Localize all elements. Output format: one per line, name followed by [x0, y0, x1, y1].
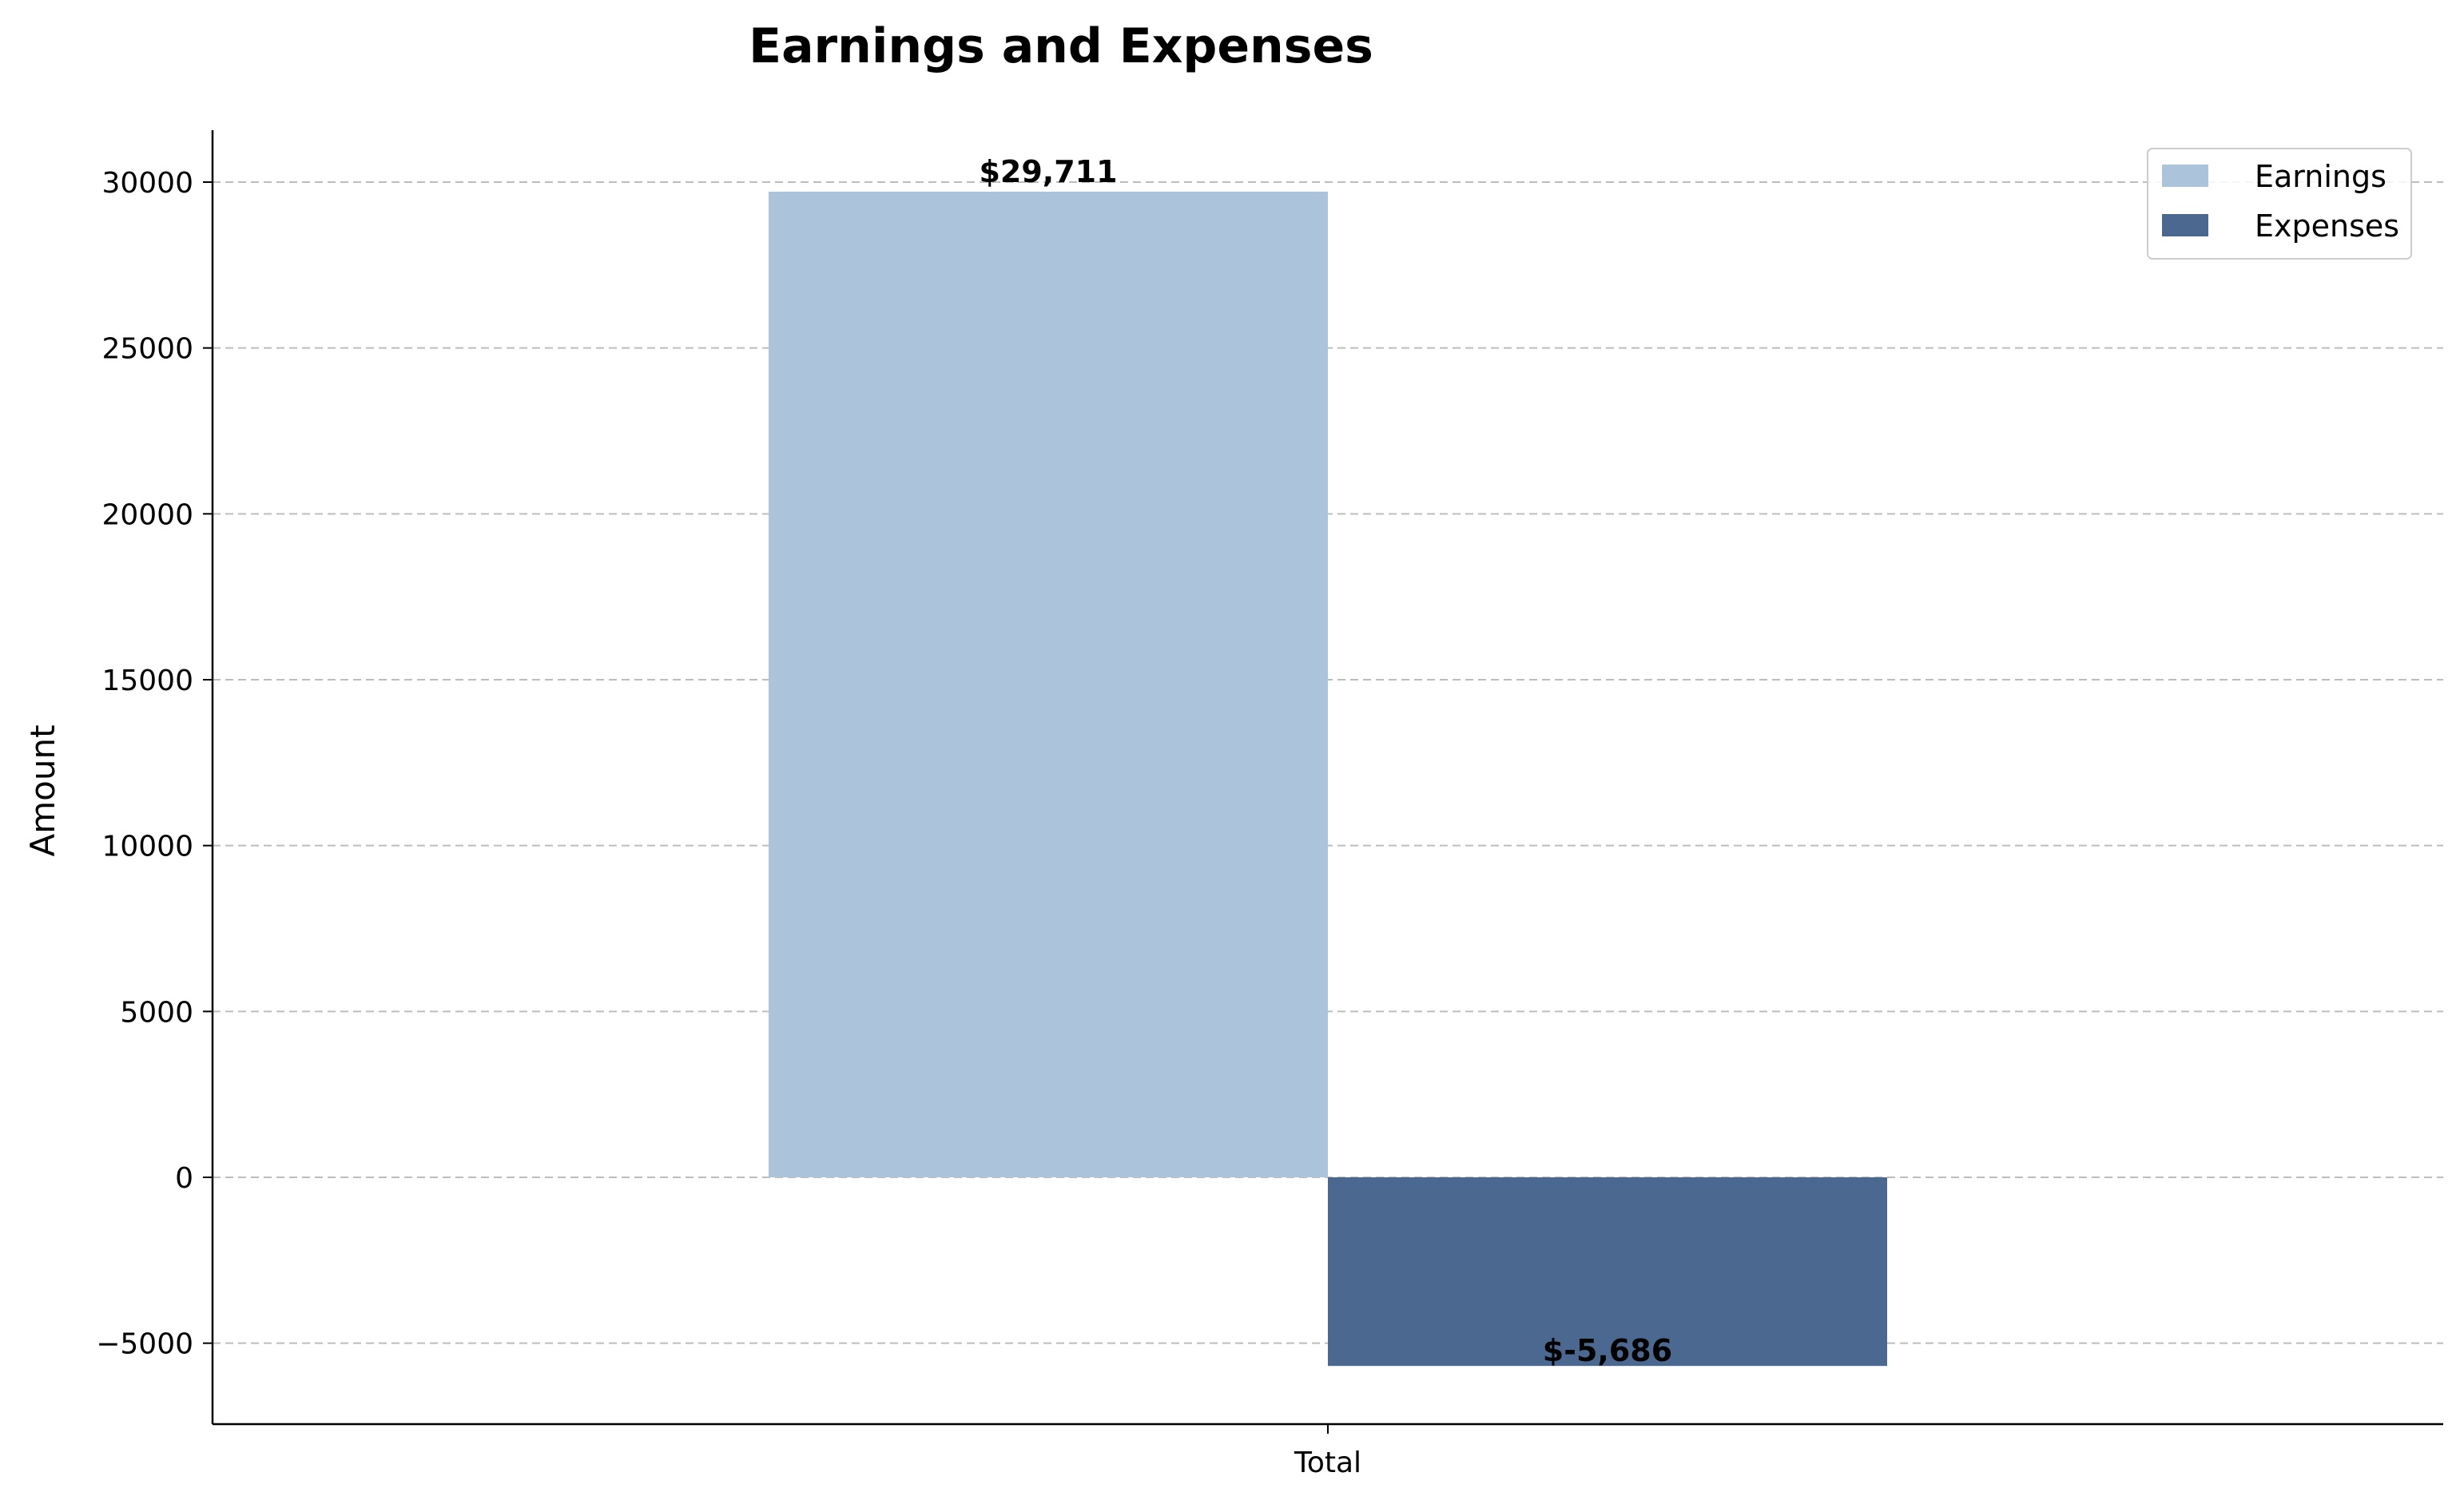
y-tick-label: −5000 — [96, 1328, 193, 1361]
data-label-earnings: $29,711 — [979, 154, 1117, 189]
legend-swatch-expenses — [2162, 214, 2208, 236]
legend: Earnings Expenses — [2147, 148, 2412, 260]
bar-earnings — [769, 192, 1328, 1177]
axes: −5000 0 5000 10000 15000 20000 25000 30000 Total — [96, 130, 2443, 1479]
y-tick-label: 25000 — [101, 333, 193, 366]
y-tick-label: 0 — [175, 1162, 193, 1195]
x-tick-label: Total — [1294, 1446, 1361, 1479]
y-tick-label: 10000 — [101, 831, 193, 863]
legend-swatch-earnings — [2162, 165, 2208, 187]
chart-title: Earnings and Expenses — [749, 18, 1373, 74]
data-labels: $29,711 $-5,686 — [979, 154, 1672, 1368]
y-axis-label: Amount — [23, 724, 62, 856]
y-tick-label: 15000 — [101, 665, 193, 697]
y-tick-label: 30000 — [101, 167, 193, 200]
bar-expenses — [1328, 1177, 1887, 1367]
y-tick-label: 20000 — [101, 498, 193, 531]
legend-frame — [2147, 148, 2412, 260]
legend-label-expenses: Expenses — [2255, 208, 2399, 244]
data-label-expenses: $-5,686 — [1543, 1333, 1672, 1368]
legend-label-earnings: Earnings — [2255, 159, 2387, 194]
y-tick-label: 5000 — [120, 996, 193, 1029]
bars — [769, 192, 1887, 1367]
